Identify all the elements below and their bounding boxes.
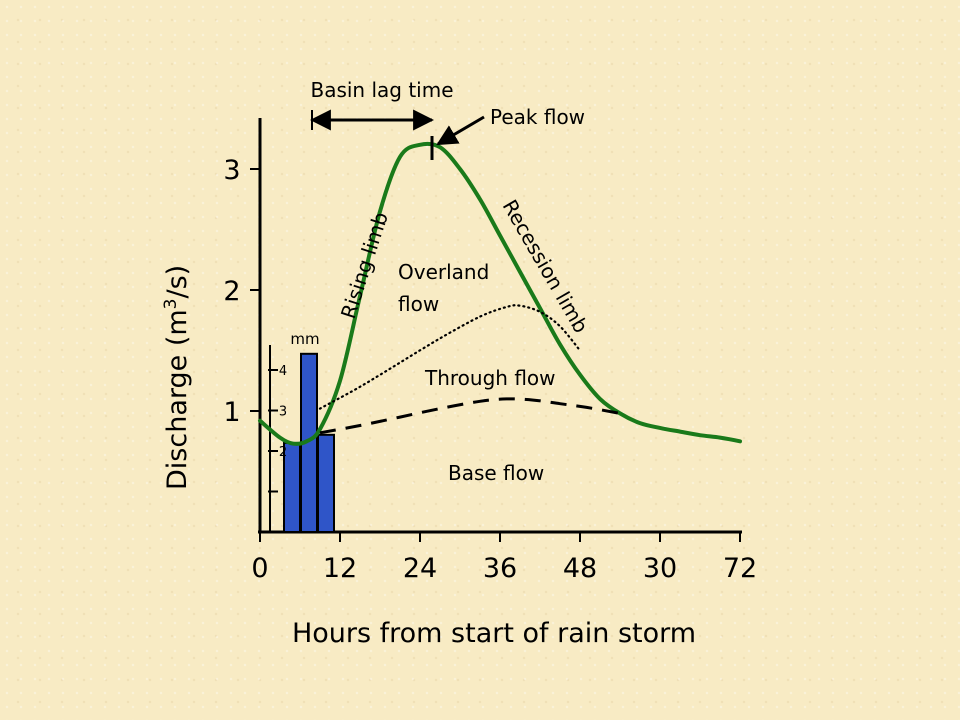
- y-tick-label: 1: [223, 397, 240, 428]
- y-axis-label-main: Discharge (m: [162, 309, 193, 490]
- x-axis-label: Hours from start of rain storm: [292, 618, 696, 649]
- overland-flow-label-line1: Overland: [398, 260, 489, 284]
- x-tick-label: 48: [563, 553, 597, 584]
- annotations: Basin lag time Peak flow Rising limb Rec…: [309, 78, 593, 485]
- series-line-base-flow-boundary: [319, 397, 621, 435]
- rainfall-axis-ticks: 4 3 2: [268, 364, 287, 493]
- series-layer: [258, 141, 742, 446]
- y-axis-label: Discharge (m3/s): [161, 265, 193, 490]
- through-flow-label: Through flow: [424, 366, 556, 390]
- x-tick-label: 72: [723, 553, 757, 584]
- y-tick-label: 2: [223, 276, 240, 307]
- rainfall-histogram: 4 3 2 mm: [268, 330, 335, 533]
- rainfall-tick-label: 2: [279, 445, 287, 460]
- rainfall-bars: [283, 352, 335, 533]
- x-axis-ticks: 0 12 24 36 48 30 72: [251, 532, 757, 584]
- y-tick-label: 3: [223, 155, 240, 186]
- axes: 123 0 12 24 36 48 30 72: [223, 118, 757, 584]
- y-axis-label-superscript: 3: [161, 299, 181, 310]
- rainfall-tick-label: 3: [279, 405, 287, 420]
- x-tick-label: 24: [403, 553, 437, 584]
- series-line-storm-hydrograph: [258, 141, 742, 446]
- x-tick-label: 12: [323, 553, 357, 584]
- x-tick-label: 30: [643, 553, 677, 584]
- rising-limb-label: Rising limb: [336, 209, 393, 321]
- y-axis-ticks: 1 2 3: [223, 155, 260, 428]
- x-tick-label: 36: [483, 553, 517, 584]
- series-line-overland-flow-boundary: [318, 304, 582, 410]
- x-tick-label: 0: [251, 553, 268, 584]
- overland-flow-label-line2: flow: [398, 292, 439, 316]
- basin-lag-time-label: Basin lag time: [310, 78, 453, 102]
- y-axis-label-end: /s): [162, 265, 193, 299]
- peak-flow-arrow: [436, 115, 485, 146]
- rainfall-unit-label: mm: [290, 330, 319, 348]
- rainfall-tick-label: 4: [279, 364, 287, 379]
- base-flow-label: Base flow: [448, 461, 544, 485]
- peak-flow-label: Peak flow: [490, 105, 585, 129]
- rainfall-bar: [317, 433, 335, 533]
